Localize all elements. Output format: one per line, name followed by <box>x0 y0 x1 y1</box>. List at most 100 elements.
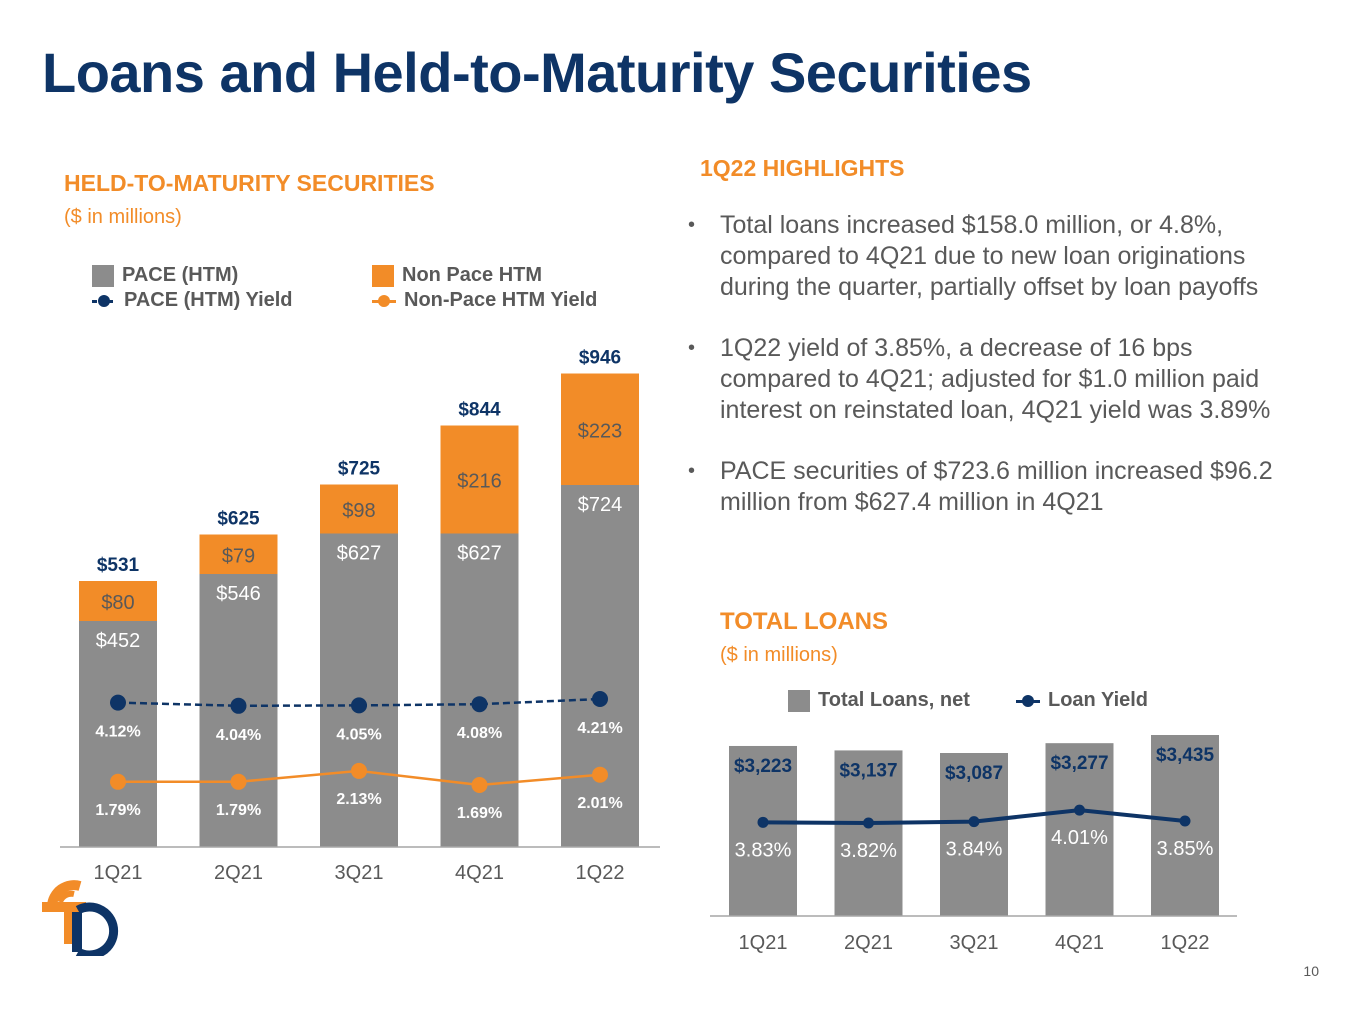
total-value-label: $531 <box>97 555 140 576</box>
loan-value-label: $3,137 <box>839 760 897 781</box>
non-pace-bar <box>79 581 157 621</box>
highlight-bullet: PACE securities of $723.6 million increa… <box>688 456 1298 518</box>
legend-pace-yield-marker <box>92 294 116 308</box>
x-tick-label: 4Q21 <box>1055 932 1104 954</box>
x-tick-label: 1Q21 <box>739 932 788 954</box>
legend-loan-yield: Loan Yield <box>1016 689 1148 712</box>
pace-yield-point <box>230 697 247 714</box>
legend-total-loans-swatch <box>788 689 810 712</box>
non-pace-value-label: $98 <box>342 500 375 522</box>
pace-bar <box>561 485 639 847</box>
highlights-list: Total loans increased $158.0 million, or… <box>688 210 1298 548</box>
non-pace-yield-label: 1.69% <box>457 805 502 822</box>
total-value-label: $725 <box>338 459 381 480</box>
x-tick-label: 2Q21 <box>844 932 893 954</box>
x-tick-label: 3Q21 <box>335 862 384 884</box>
non-pace-yield-label: 1.79% <box>216 802 261 819</box>
pace-bar <box>79 621 157 847</box>
legend-pace-swatch <box>92 264 114 287</box>
pace-bar <box>320 533 398 847</box>
page-number: 10 <box>1303 963 1319 979</box>
loan-yield-point <box>863 817 874 829</box>
non-pace-yield-label: 1.79% <box>95 802 140 819</box>
loan-value-label: $3,087 <box>945 763 1003 784</box>
non-pace-value-label: $79 <box>222 545 255 567</box>
loan-yield-label: 3.82% <box>840 840 897 862</box>
legend-loan-yield-label: Loan Yield <box>1048 689 1149 711</box>
legend-non-pace-label: Non Pace HTM <box>402 264 543 286</box>
non-pace-value-label: $80 <box>101 592 134 614</box>
pace-yield-label: 4.04% <box>216 727 261 744</box>
pace-yield-label: 4.05% <box>336 726 381 743</box>
non-pace-value-label: $223 <box>578 420 623 442</box>
non-pace-yield-point <box>110 773 126 790</box>
x-tick-label: 1Q21 <box>94 862 143 884</box>
legend-non-pace: Non Pace HTM <box>372 264 542 287</box>
non-pace-bar <box>561 373 639 485</box>
total-value-label: $844 <box>458 400 501 421</box>
legend-pace-yield: PACE (HTM) Yield <box>92 289 293 312</box>
legend-non-pace-yield: Non-Pace HTM Yield <box>372 289 597 312</box>
loans-section-title: TOTAL LOANS <box>720 608 888 635</box>
legend-non-pace-yield-label: Non-Pace HTM Yield <box>404 289 598 311</box>
legend-pace-yield-label: PACE (HTM) Yield <box>124 289 293 311</box>
pace-yield-point <box>592 691 608 707</box>
loan-yield-point <box>968 816 980 828</box>
loan-bar <box>1045 743 1114 916</box>
non-pace-yield-point <box>471 777 488 793</box>
x-tick-label: 2Q21 <box>214 862 263 884</box>
company-logo <box>42 880 119 956</box>
pace-yield-point <box>110 694 126 711</box>
loan-bar <box>834 750 903 916</box>
htm-section-title: HELD-TO-MATURITY SECURITIES <box>64 170 435 196</box>
loans-chart: $3,223 1Q21 $3,137 2Q21 $3,087 3Q21 $3,277 4Q21… <box>710 735 1237 954</box>
pace-yield-label: 4.12% <box>95 724 140 741</box>
non-pace-bar <box>320 484 398 534</box>
htm-chart: $452 $80 $531 1Q21 $546 $79 $625 2Q21 $627 $98 $72… <box>60 348 660 884</box>
pace-yield-point <box>471 696 488 713</box>
pace-bar <box>440 533 519 847</box>
loan-yield-label: 4.01% <box>1051 827 1108 849</box>
loan-value-label: $3,223 <box>734 756 792 777</box>
pace-value-label: $627 <box>457 543 502 565</box>
non-pace-bar <box>199 534 278 574</box>
htm-subtitle: ($ in millions) <box>64 206 182 228</box>
loan-bar <box>729 745 797 916</box>
loan-yield-point <box>1074 804 1085 816</box>
non-pace-bar <box>440 425 519 534</box>
loan-yield-label: 3.84% <box>946 839 1003 861</box>
pace-value-label: $627 <box>337 543 382 565</box>
pace-value-label: $724 <box>578 494 623 516</box>
non-pace-yield-point <box>592 766 608 783</box>
loans-subtitle: ($ in millions) <box>720 644 838 666</box>
pace-value-label: $452 <box>96 630 141 652</box>
x-tick-label: 1Q22 <box>1161 932 1210 954</box>
loan-yield-point <box>757 816 769 828</box>
legend-total-loans-label: Total Loans, net <box>818 689 970 711</box>
loan-yield-label: 3.85% <box>1157 838 1214 860</box>
legend-pace: PACE (HTM) <box>92 264 238 287</box>
total-value-label: $946 <box>579 348 621 369</box>
x-tick-label: 3Q21 <box>950 932 999 954</box>
highlight-bullet: 1Q22 yield of 3.85%, a decrease of 16 bp… <box>688 333 1298 426</box>
legend-total-loans: Total Loans, net <box>788 689 970 712</box>
non-pace-yield-label: 2.13% <box>336 791 381 808</box>
legend-non-pace-yield-marker <box>372 294 396 308</box>
loan-yield-label: 3.83% <box>735 839 792 861</box>
legend-non-pace-swatch <box>372 264 394 287</box>
non-pace-yield-point <box>351 762 367 779</box>
x-tick-label: 1Q22 <box>576 862 625 884</box>
pace-yield-label: 4.08% <box>457 725 502 742</box>
highlights-title: 1Q22 HIGHLIGHTS <box>700 155 905 181</box>
legend-loan-yield-marker <box>1016 694 1040 708</box>
loan-value-label: $3,435 <box>1156 745 1215 766</box>
non-pace-value-label: $216 <box>457 471 502 493</box>
pace-yield-point <box>351 697 367 714</box>
highlight-bullet: Total loans increased $158.0 million, or… <box>688 210 1298 303</box>
loan-bar <box>940 753 1008 916</box>
loan-value-label: $3,277 <box>1050 753 1108 774</box>
legend-pace-label: PACE (HTM) <box>122 264 239 286</box>
page-title: Loans and Held-to-Maturity Securities <box>42 41 1032 104</box>
total-value-label: $625 <box>217 509 260 530</box>
non-pace-yield-label: 2.01% <box>577 795 622 812</box>
